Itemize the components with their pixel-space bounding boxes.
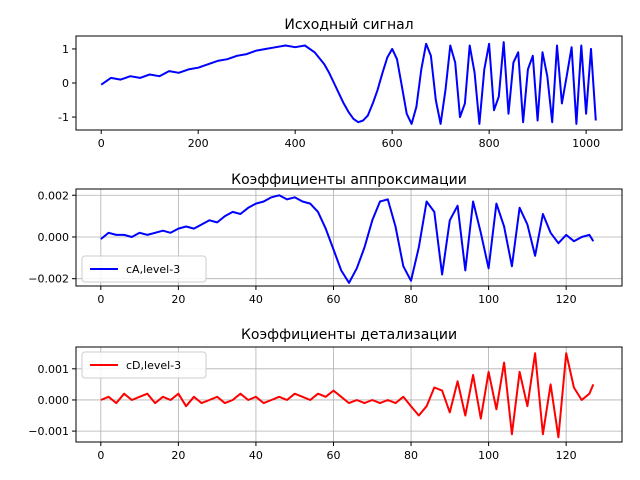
chart-title-original-signal: Исходный сигнал (284, 17, 413, 33)
x-tick-label-2: 40 (249, 293, 263, 306)
x-tick-label-2: 400 (285, 137, 306, 150)
y-tick-label-0: -1 (58, 111, 69, 124)
series-line-0 (100, 194, 595, 284)
x-tick-label-4: 800 (479, 137, 500, 150)
x-tick-label-5: 100 (478, 293, 499, 306)
chart-title-detail: Коэффициенты детализации (241, 327, 457, 343)
x-tick-label-1: 20 (171, 293, 185, 306)
x-tick-label-4: 80 (404, 449, 418, 462)
x-tick-label-3: 600 (382, 137, 403, 150)
y-tick-label-1: 0 (62, 77, 69, 90)
x-tick-label-1: 200 (188, 137, 209, 150)
x-tick-label-0: 0 (98, 137, 105, 150)
y-tick-label-2: 1 (62, 43, 69, 56)
y-tick-label-2: 0.001 (38, 363, 70, 376)
legend-box (81, 351, 207, 379)
axes-frame (75, 188, 623, 287)
x-tick-label-5: 100 (478, 449, 499, 462)
y-tick-label-0: −0.002 (28, 273, 69, 286)
chart-title-approximation: Коэффициенты аппроксимации (231, 172, 467, 188)
x-tick-label-3: 60 (326, 449, 340, 462)
y-tick-label-1: 0.000 (38, 394, 70, 407)
x-tick-label-0: 0 (97, 449, 104, 462)
x-tick-label-6: 120 (556, 293, 577, 306)
panel-detail-coefficients: Коэффициенты детализации 0 20 40 60 80 100 120… (28, 327, 623, 462)
y-tick-label-0: −0.001 (28, 425, 69, 438)
x-tick-label-2: 40 (249, 449, 263, 462)
series-line-0 (100, 352, 595, 439)
x-tick-label-1: 20 (171, 449, 185, 462)
series-line-0 (100, 41, 597, 125)
legend-label: cD,level-3 (126, 359, 181, 372)
x-tick-label-6: 120 (556, 449, 577, 462)
x-tick-label-5: 1000 (572, 137, 600, 150)
axes-frame (75, 346, 623, 443)
y-tick-label-2: 0.002 (38, 189, 70, 202)
x-tick-label-4: 80 (404, 293, 418, 306)
legend-box (81, 255, 207, 283)
panel-approximation-coefficients: Коэффициенты аппроксимации 0 20 40 60 80 100 1… (28, 172, 623, 306)
legend-label: cA,level-3 (126, 263, 180, 276)
y-tick-label-1: 0.000 (38, 231, 70, 244)
x-tick-label-3: 60 (326, 293, 340, 306)
x-tick-label-0: 0 (97, 293, 104, 306)
panel-original-signal: Исходный сигнал 0 200 400 600 800 1000 -1 0 1 (58, 17, 623, 150)
